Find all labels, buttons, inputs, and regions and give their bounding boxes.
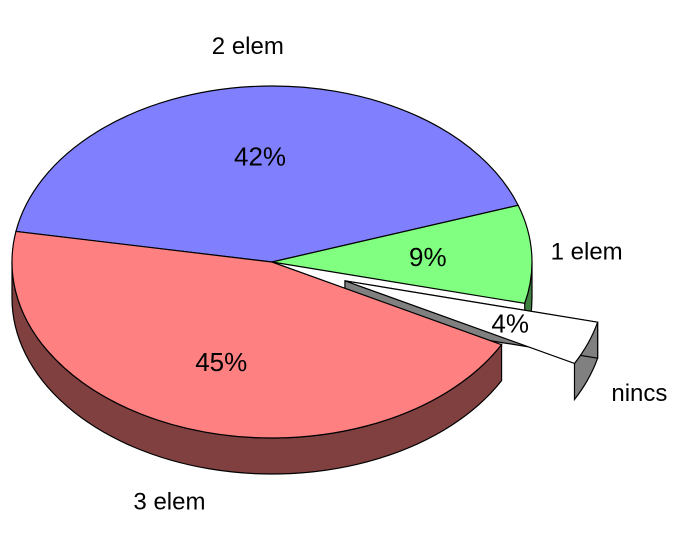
slice-percent-3-elem: 45% — [195, 347, 247, 377]
slice-percent-1-elem: 9% — [409, 242, 447, 272]
pie-slice-1-elem — [271, 204, 533, 305]
slice-percent-2-elem: 42% — [234, 142, 286, 172]
slice-category-3-elem: 3 elem — [133, 489, 205, 516]
pie-slice-2-elem — [15, 85, 520, 263]
slice-percent-nincs: 4% — [491, 308, 529, 338]
pie-slice-nincs — [344, 280, 599, 365]
pie-slice-3-elem — [11, 230, 503, 439]
slice-category-nincs: nincs — [611, 380, 667, 407]
slice-category-2-elem: 2 elem — [212, 33, 284, 60]
slice-category-1-elem: 1 elem — [551, 239, 623, 266]
pie-labels: 42% 2 elem 9% 1 elem 4% nincs 45% 3 elem — [133, 33, 667, 516]
pie-top-faces — [11, 85, 599, 439]
